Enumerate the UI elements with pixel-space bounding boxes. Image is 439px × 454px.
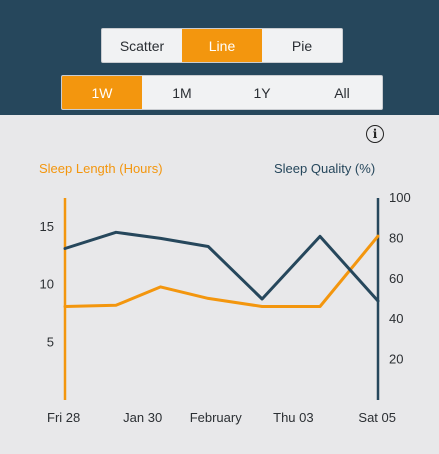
tab-all[interactable]: All (334, 84, 350, 101)
chart-type-selector: Scatter Line Pie (101, 28, 343, 63)
tab-1m[interactable]: 1M (172, 84, 192, 101)
tab-scatter[interactable]: Scatter (119, 37, 165, 54)
x-tick-label: Fri 28 (47, 410, 80, 425)
left-tick-label: 10 (40, 277, 54, 292)
time-range-selector: 1W 1M 1Y All (61, 75, 383, 110)
sleep-length-line (63, 234, 380, 308)
left-tick-label: 5 (47, 334, 54, 349)
x-tick-label: February (190, 410, 243, 425)
right-tick-label: 100 (389, 190, 411, 205)
tab-1y[interactable]: 1Y (253, 84, 271, 101)
sleep-quality-line (63, 230, 380, 303)
info-icon[interactable]: i (366, 125, 384, 143)
header-bar: Scatter Line Pie 1W 1M 1Y All (0, 0, 439, 115)
left-axis-label: Sleep Length (Hours) (39, 161, 163, 176)
tab-line[interactable]: Line (182, 29, 262, 62)
tab-pie[interactable]: Pie (291, 37, 313, 54)
right-tick-label: 80 (389, 230, 403, 245)
x-tick-label: Jan 30 (123, 410, 162, 425)
right-axis-label: Sleep Quality (%) (274, 161, 376, 176)
left-tick-label: 15 (40, 219, 54, 234)
x-tick-label: Thu 03 (273, 410, 313, 425)
right-tick-label: 20 (389, 352, 403, 367)
right-tick-label: 60 (389, 271, 403, 286)
tab-1w[interactable]: 1W (62, 76, 142, 109)
x-tick-label: Sat 05 (358, 410, 396, 425)
right-tick-label: 40 (389, 311, 403, 326)
